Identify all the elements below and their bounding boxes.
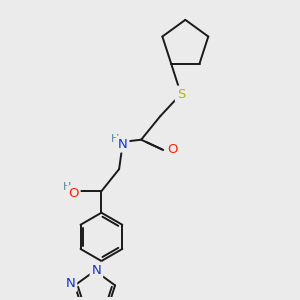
Text: H: H [110, 134, 119, 144]
Text: O: O [167, 143, 177, 157]
Text: N: N [118, 138, 128, 151]
Text: O: O [68, 187, 79, 200]
Text: N: N [65, 278, 75, 290]
Text: N: N [92, 264, 101, 277]
Text: S: S [177, 88, 185, 100]
Text: H: H [63, 182, 72, 192]
